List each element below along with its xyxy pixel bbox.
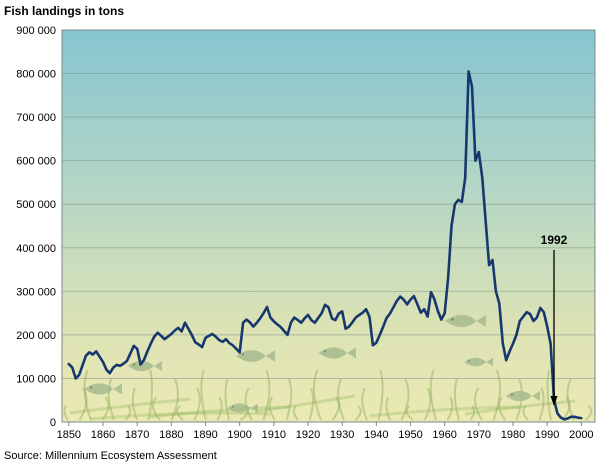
seaweed-icon — [498, 396, 506, 421]
y-axis-tick-label: 500 000 — [16, 199, 56, 211]
seaweed-icon — [538, 387, 545, 421]
seaweed-icon — [308, 387, 315, 421]
y-axis-tick-label: 600 000 — [16, 156, 56, 168]
seaweed-icon — [216, 396, 223, 421]
seaweed-icon — [244, 387, 253, 421]
seaweed-icon — [369, 405, 521, 418]
y-axis-tick-label: 200 000 — [16, 330, 56, 342]
seaweed-icon — [312, 369, 322, 421]
seaweed-icon — [546, 369, 552, 421]
seaweed-icon — [149, 405, 291, 419]
seaweed-icon — [377, 369, 384, 421]
fish-icon — [128, 360, 162, 372]
x-axis-tick-label: 1900 — [227, 429, 251, 441]
y-axis-tick-label: 700 000 — [16, 112, 56, 124]
x-axis-tick-label: 1930 — [330, 429, 354, 441]
fish-icon — [445, 314, 486, 328]
seaweed-icon — [405, 405, 414, 421]
x-axis: 1850 1860 1870 1880 1890 1900 1910 1920 1930 1940… — [57, 422, 594, 441]
seaweed-icon — [469, 405, 476, 421]
seaweed-icon — [400, 378, 410, 421]
seaweed-icon — [224, 378, 230, 421]
x-axis-tick-label: 1910 — [262, 429, 286, 441]
fish-icon — [84, 383, 122, 395]
seaweed-icon — [131, 387, 138, 421]
x-axis-tick-label: 1980 — [501, 429, 525, 441]
annotation-label: 1992 — [541, 233, 568, 247]
annotation-1992: 1992 — [541, 233, 568, 406]
y-axis: 0 100 000 200 000 300 000 400 000 500 000 600 … — [16, 25, 56, 429]
seaweed-icon — [200, 369, 207, 421]
plot-border — [61, 29, 596, 423]
x-axis-tick-label: 1850 — [57, 429, 81, 441]
y-axis-tick-label: 800 000 — [16, 69, 56, 81]
seaweed-icon — [170, 378, 179, 421]
seaweed-icon — [101, 396, 110, 421]
fish-icon — [318, 347, 356, 359]
chart-title: Fish landings in tons — [4, 4, 124, 18]
x-axis-tick-label: 1970 — [467, 429, 491, 441]
x-axis-tick-label: 1920 — [296, 429, 320, 441]
seaweed-icon — [423, 387, 432, 421]
x-axis-tick-label: 1890 — [193, 429, 217, 441]
landings-line — [67, 70, 583, 421]
seaweed-icon — [107, 378, 115, 421]
seaweed-icon — [331, 396, 340, 421]
seaweed-icon — [268, 396, 276, 421]
gridlines — [62, 73, 595, 379]
annotation-arrowhead-icon — [550, 396, 558, 406]
fish-icon — [227, 403, 258, 413]
seaweed-icon — [584, 405, 593, 421]
seaweed-icon — [176, 405, 184, 421]
seaweed-icon — [492, 369, 501, 421]
seaweed-icon — [354, 405, 362, 421]
x-axis-tick-label: 1990 — [535, 429, 559, 441]
y-axis-tick-label: 100 000 — [16, 373, 56, 385]
seaweed-icon — [446, 396, 454, 421]
x-axis-tick-label: 1940 — [364, 429, 388, 441]
x-axis-tick-label: 1960 — [432, 429, 456, 441]
seaweed-icon — [151, 396, 161, 421]
seaweed-icon — [429, 369, 437, 421]
x-axis-tick-label: 1870 — [125, 429, 149, 441]
x-axis-tick-label: 1860 — [91, 429, 115, 441]
x-axis-tick-label: 1880 — [159, 429, 183, 441]
seaweed-icon — [89, 411, 271, 421]
seaweed-icon — [262, 369, 271, 421]
seaweed-decoration — [63, 369, 593, 421]
y-axis-tick-label: 0 — [50, 417, 56, 429]
seaweed-icon — [522, 405, 529, 421]
seaweed-icon — [78, 387, 88, 421]
seaweed-icon — [464, 399, 576, 416]
seaweed-icon — [63, 405, 69, 421]
seaweed-icon — [292, 405, 299, 421]
seaweed-icon — [561, 396, 571, 421]
y-axis-tick-label: 300 000 — [16, 286, 56, 298]
seaweed-icon — [285, 378, 293, 421]
seaweed-icon — [254, 394, 356, 414]
fish-icon — [464, 357, 493, 367]
seaweed-icon — [473, 387, 483, 421]
fish-icon — [506, 390, 540, 402]
y-axis-tick-label: 900 000 — [16, 25, 56, 37]
seaweed-icon — [385, 396, 391, 421]
fish-icon — [235, 350, 275, 362]
x-axis-tick-label: 2000 — [569, 429, 593, 441]
seaweed-icon — [193, 387, 201, 421]
seaweed-icon — [124, 405, 132, 421]
x-axis-tick-label: 1950 — [398, 429, 422, 441]
source-caption: Source: Millennium Ecosystem Assessment — [4, 450, 217, 462]
seaweed-icon — [337, 378, 345, 421]
seaweed-icon — [83, 369, 92, 421]
seaweed-icon — [69, 397, 191, 415]
y-axis-tick-label: 400 000 — [16, 243, 56, 255]
seaweed-icon — [361, 387, 368, 421]
seaweed-icon — [453, 378, 460, 421]
seaweed-icon — [147, 369, 154, 421]
